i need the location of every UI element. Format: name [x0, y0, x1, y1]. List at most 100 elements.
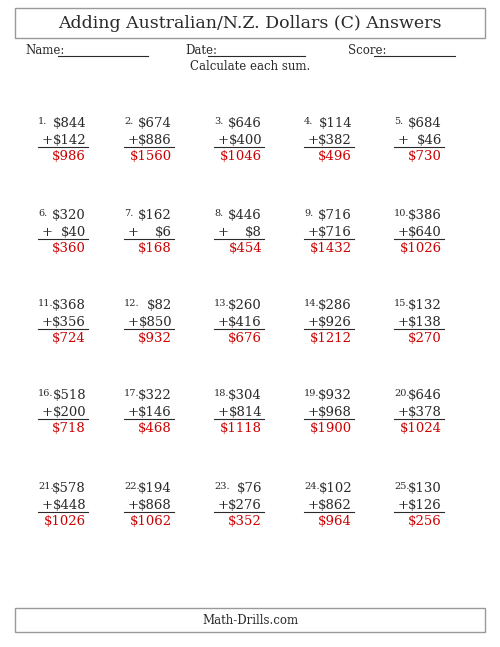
Text: 2.: 2. [124, 117, 134, 126]
Text: +: + [398, 226, 409, 239]
Text: +: + [218, 134, 229, 147]
Text: 8.: 8. [214, 209, 223, 218]
Text: $360: $360 [52, 242, 86, 255]
Text: $142: $142 [52, 134, 86, 147]
Text: $716: $716 [318, 226, 352, 239]
Text: $496: $496 [318, 150, 352, 163]
Text: Name:: Name: [25, 45, 64, 58]
Text: $146: $146 [138, 406, 172, 419]
Text: $102: $102 [318, 482, 352, 495]
Text: $850: $850 [138, 316, 172, 329]
Text: 25.: 25. [394, 482, 409, 491]
Text: $926: $926 [318, 316, 352, 329]
Text: $1432: $1432 [310, 242, 352, 255]
Text: $1026: $1026 [400, 242, 442, 255]
Text: +: + [218, 316, 229, 329]
Text: $1118: $1118 [220, 422, 262, 435]
Text: +: + [42, 499, 53, 512]
Text: +: + [308, 499, 319, 512]
Text: $6: $6 [155, 226, 172, 239]
Text: $730: $730 [408, 150, 442, 163]
Text: +: + [398, 406, 409, 419]
Text: $130: $130 [408, 482, 442, 495]
Text: $400: $400 [228, 134, 262, 147]
Text: $932: $932 [138, 332, 172, 345]
Text: $886: $886 [138, 134, 172, 147]
Text: 7.: 7. [124, 209, 134, 218]
Text: +: + [42, 316, 53, 329]
Text: $162: $162 [138, 209, 172, 222]
Text: $684: $684 [408, 117, 442, 130]
Text: $382: $382 [318, 134, 352, 147]
Text: $132: $132 [408, 299, 442, 312]
Text: 4.: 4. [304, 117, 314, 126]
Text: $868: $868 [138, 499, 172, 512]
Text: 22.: 22. [124, 482, 140, 491]
Text: 1.: 1. [38, 117, 48, 126]
Text: $82: $82 [147, 299, 172, 312]
Bar [15, 608, 485, 632]
Text: 15.: 15. [394, 299, 409, 308]
Text: $126: $126 [408, 499, 442, 512]
Text: 10.: 10. [394, 209, 409, 218]
Text: $8: $8 [245, 226, 262, 239]
Text: 19.: 19. [304, 389, 320, 398]
Text: $1212: $1212 [310, 332, 352, 345]
Text: Calculate each sum.: Calculate each sum. [190, 60, 310, 72]
Text: $40: $40 [61, 226, 86, 239]
Text: $640: $640 [408, 226, 442, 239]
Text: +: + [42, 134, 53, 147]
Text: $986: $986 [52, 150, 86, 163]
Text: $968: $968 [318, 406, 352, 419]
Text: $1560: $1560 [130, 150, 172, 163]
Text: +: + [308, 134, 319, 147]
Text: $138: $138 [408, 316, 442, 329]
Text: $286: $286 [318, 299, 352, 312]
Text: 14.: 14. [304, 299, 320, 308]
Text: 18.: 18. [214, 389, 230, 398]
Text: $1026: $1026 [44, 515, 86, 528]
Text: Math-Drills.com: Math-Drills.com [202, 613, 298, 626]
Text: $194: $194 [138, 482, 172, 495]
Text: $578: $578 [52, 482, 86, 495]
Text: 21.: 21. [38, 482, 54, 491]
Text: +: + [128, 134, 139, 147]
Text: $352: $352 [228, 515, 262, 528]
Text: $114: $114 [318, 117, 352, 130]
Text: 9.: 9. [304, 209, 313, 218]
Text: $304: $304 [228, 389, 262, 402]
Text: $276: $276 [228, 499, 262, 512]
Text: $416: $416 [228, 316, 262, 329]
Text: +: + [42, 406, 53, 419]
Text: +: + [128, 406, 139, 419]
Text: $386: $386 [408, 209, 442, 222]
Text: $676: $676 [228, 332, 262, 345]
Text: $446: $446 [228, 209, 262, 222]
Text: $718: $718 [52, 422, 86, 435]
Text: +: + [308, 406, 319, 419]
Text: 12.: 12. [124, 299, 140, 308]
Text: $454: $454 [228, 242, 262, 255]
Text: 24.: 24. [304, 482, 320, 491]
Text: 3.: 3. [214, 117, 224, 126]
Text: $844: $844 [52, 117, 86, 130]
Text: $468: $468 [138, 422, 172, 435]
Text: 20.: 20. [394, 389, 409, 398]
Text: $76: $76 [236, 482, 262, 495]
Text: +: + [308, 316, 319, 329]
Text: $448: $448 [52, 499, 86, 512]
Text: +: + [218, 406, 229, 419]
Text: $168: $168 [138, 242, 172, 255]
Text: $646: $646 [408, 389, 442, 402]
Text: +: + [218, 226, 229, 239]
Text: $260: $260 [228, 299, 262, 312]
Text: $320: $320 [52, 209, 86, 222]
Text: $724: $724 [52, 332, 86, 345]
Text: $46: $46 [416, 134, 442, 147]
Text: $716: $716 [318, 209, 352, 222]
Text: Date:: Date: [185, 45, 217, 58]
Text: 17.: 17. [124, 389, 140, 398]
Text: $1046: $1046 [220, 150, 262, 163]
Text: 23.: 23. [214, 482, 230, 491]
Text: 11.: 11. [38, 299, 54, 308]
